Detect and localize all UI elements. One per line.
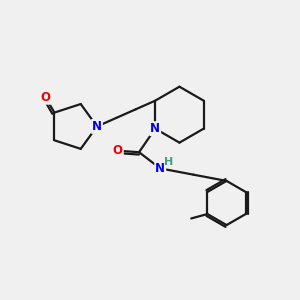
Text: O: O xyxy=(113,144,123,157)
Text: N: N xyxy=(150,122,160,135)
Text: O: O xyxy=(40,91,51,104)
Text: N: N xyxy=(92,120,102,133)
Text: N: N xyxy=(155,162,165,175)
Text: H: H xyxy=(164,157,173,167)
